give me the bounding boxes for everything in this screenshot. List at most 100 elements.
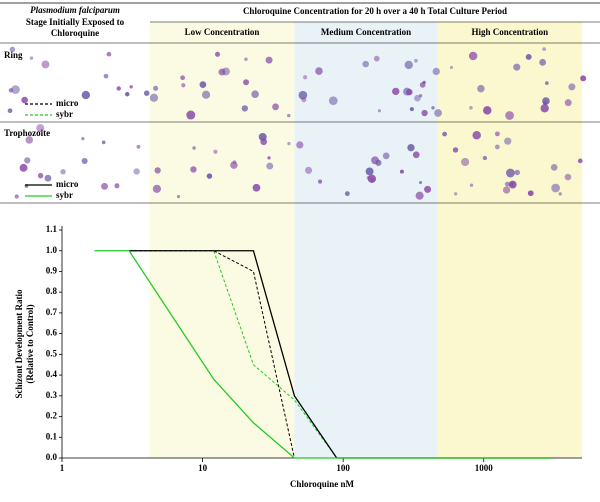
cell [461,157,470,167]
cell [103,73,109,79]
cell [218,68,226,76]
cell [303,75,308,80]
cell [551,183,560,193]
cell [407,144,415,152]
x-axis-label: Chloroquine nM [290,479,355,489]
cell [143,90,150,96]
cell [412,151,420,159]
cell [564,99,572,107]
cell [106,51,112,57]
cell [494,144,500,150]
cell [152,184,162,193]
row-label: Ring [4,50,23,60]
band-label: Medium Concentration [321,27,411,37]
cell [328,96,338,106]
cell [365,167,374,176]
legend-label: micro [56,179,79,189]
cell [176,195,181,199]
y-tick-label: 0.4 [46,369,58,379]
cell [60,169,66,175]
x-tick-label: 1 [60,463,65,473]
cell [24,157,31,164]
band-label: High Concentration [471,27,548,37]
legend-label: micro [56,98,79,108]
y-tick-label: 0.1 [46,431,58,441]
cell [266,162,274,170]
cell [406,88,413,96]
concentration-band [437,22,582,458]
y-tick-label: 0.8 [46,286,58,296]
y-tick-label: 1.1 [46,224,58,234]
cell [472,130,481,140]
species: Plasmodium falciparum [30,5,120,15]
cell [149,93,159,102]
cell [366,175,371,180]
cell [513,63,521,71]
cell [41,60,50,69]
y-tick-label: 0.7 [46,307,58,317]
cell [129,85,133,89]
row-label: Trophozoite [4,128,50,138]
cell [377,109,381,113]
cell [431,106,435,110]
cell [125,91,130,97]
cell [449,65,453,69]
concentration-header: Chloroquine Concentration for 20 h over … [243,6,507,16]
y-tick-label: 0.9 [46,266,58,276]
cell [539,58,547,66]
cell [181,83,186,88]
cell [213,149,218,154]
cell [37,172,44,179]
cell [550,164,558,171]
cell [114,183,120,189]
cell [564,173,572,181]
cell [241,105,249,112]
cell [577,158,583,164]
cell [29,56,34,60]
cell [419,82,426,88]
cell [298,90,308,100]
legend-label: sybr [56,190,73,200]
cell [504,137,512,145]
cell [468,51,478,61]
cell [265,56,273,64]
cell [434,109,442,117]
cell [81,90,91,100]
cell [362,60,369,68]
cell [180,75,186,81]
cell [243,79,250,86]
cell [544,81,549,85]
cell [502,186,511,194]
cell [469,183,474,187]
cell [230,161,238,169]
cell [409,107,414,112]
y-tick-label: 0.5 [46,348,58,358]
cell [136,144,141,149]
y-axis-label: Schizont Development Ratio [14,289,24,398]
cell [19,163,28,172]
stage: Stage Initially Exposed to [26,17,125,27]
cell [469,105,473,110]
cell [287,141,291,146]
cell [483,106,492,115]
cell [525,53,532,60]
cell [154,167,161,174]
x-tick-label: 100 [336,463,350,473]
series-line [94,250,551,459]
cell [370,178,374,182]
cell [424,185,432,193]
cell [301,97,307,103]
cell [101,140,106,145]
cell [252,183,261,192]
cell [382,152,390,160]
cell [580,75,587,82]
concentration-band [294,22,438,458]
legend-label: sybr [56,109,73,119]
cell [36,124,45,133]
cell [505,111,514,120]
cell [11,85,20,94]
cell [453,192,458,196]
cell [116,86,121,91]
cell [318,179,323,184]
